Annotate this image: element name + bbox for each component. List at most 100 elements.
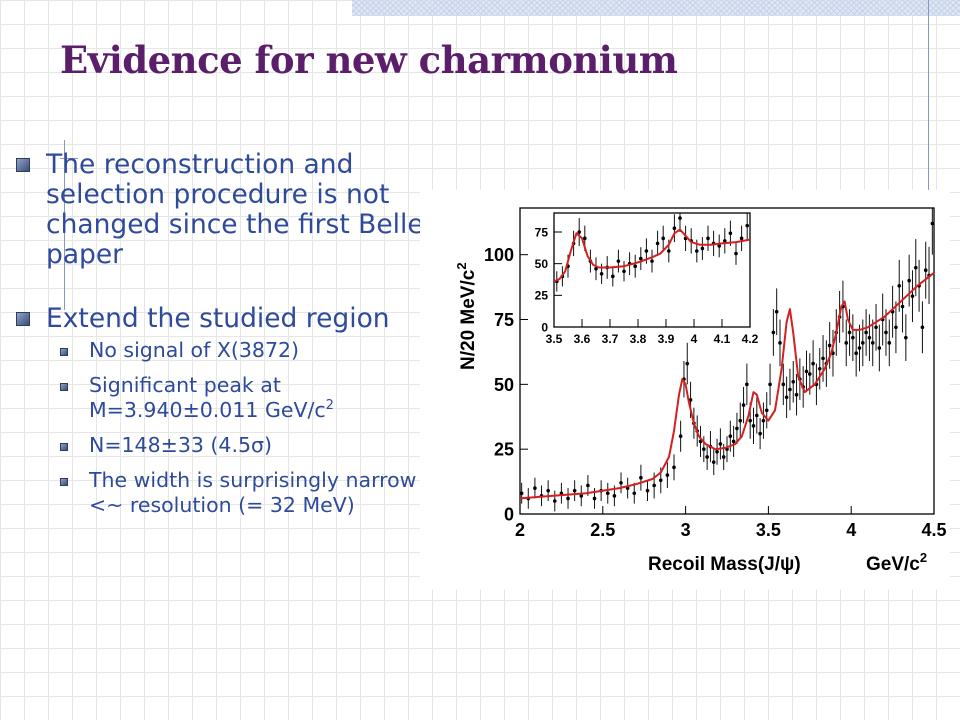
- main-data-point: [913, 265, 918, 270]
- inset-x-tick-label: 3.5: [546, 332, 563, 346]
- main-data-point: [904, 335, 908, 340]
- main-data-point: [900, 304, 905, 309]
- main-y-tick-label: 100: [484, 245, 514, 265]
- sub-bullet-item: No signal of X(3872): [14, 338, 424, 363]
- main-data-point: [778, 341, 782, 345]
- sub-bullet-text: No signal of X(3872): [89, 338, 300, 362]
- plus-minus-symbol: ±: [182, 398, 200, 422]
- main-data-point: [632, 491, 637, 496]
- main-data-point: [877, 346, 882, 350]
- x-axis-unit: GeV/c2: [866, 550, 927, 575]
- inset-x-tick-label: 3.7: [602, 332, 619, 346]
- bullet-square-icon: [16, 312, 30, 326]
- main-data-point: [870, 341, 875, 345]
- deco-line-left: [64, 140, 65, 310]
- main-data-point: [728, 434, 733, 439]
- bullet-text: Extend the studied region: [46, 303, 390, 334]
- main-data-point: [586, 483, 590, 488]
- inset-data-point: [650, 259, 654, 263]
- main-data-point: [764, 408, 769, 413]
- sub-bullet-item: The width is surprisingly narrow <~ reso…: [14, 468, 424, 518]
- sub-bullet-square-icon: [60, 348, 68, 356]
- main-data-point: [761, 418, 766, 423]
- main-data-point: [705, 455, 709, 459]
- inset-x-tick-label: 4: [691, 332, 698, 346]
- main-data-point: [685, 361, 690, 366]
- main-data-point: [741, 403, 746, 407]
- bullet-square-icon: [16, 158, 30, 172]
- inset-data-point: [734, 251, 738, 256]
- inset-data-point: [678, 216, 682, 220]
- main-data-point: [851, 335, 855, 340]
- inset-data-point: [667, 249, 671, 253]
- inset-data-point: [672, 226, 677, 230]
- superscript: 2: [325, 398, 334, 414]
- inset-data-point: [723, 239, 727, 243]
- main-data-point: [579, 494, 584, 498]
- inset-data-point: [639, 256, 643, 261]
- main-data-point: [519, 491, 524, 496]
- main-x-tick-label: 2: [515, 520, 525, 540]
- bullet-item: Extend the studied region: [14, 304, 424, 334]
- main-data-point: [847, 330, 852, 335]
- main-data-point: [735, 426, 739, 431]
- inset-data-point: [700, 246, 705, 251]
- inset-y-tick-label: 25: [535, 289, 549, 303]
- main-data-point: [533, 486, 537, 490]
- inset-fit-curve: [553, 228, 751, 283]
- inset-data-point: [577, 230, 581, 234]
- bullet-text: The reconstruction and selection procedu…: [46, 149, 424, 270]
- main-data-point: [745, 382, 749, 387]
- sub-bullet-text-pre: N=148: [89, 433, 161, 457]
- inset-data-point: [594, 266, 598, 271]
- main-data-point: [619, 481, 623, 485]
- main-data-point: [715, 449, 719, 454]
- inset-data-point: [599, 272, 604, 276]
- main-data-point: [645, 488, 650, 493]
- main-data-point: [844, 341, 849, 345]
- main-data-point: [894, 325, 898, 330]
- inset-data-point: [745, 223, 749, 228]
- sub-bullet-text-post: 0.011 GeV/c: [199, 398, 326, 422]
- sub-bullet-item: N=148±33 (4.5σ): [14, 433, 424, 458]
- inset-data-point: [695, 249, 699, 253]
- main-y-tick-label: 75: [494, 310, 514, 330]
- main-x-tick-label: 3.5: [756, 520, 781, 540]
- inset-plot: 3.5 3.6 3.7 3.8 3.9 4 4.1 4.2 0 25 50 75: [535, 212, 759, 346]
- main-data-point: [665, 473, 670, 477]
- inset-y-tick-label: 50: [535, 257, 549, 271]
- sub-bullet-item: Significant peak at M=3.940±0.011 GeV/c2: [14, 373, 424, 423]
- main-data-point: [857, 346, 862, 350]
- sub-bullet-text: The width is surprisingly narrow <~ reso…: [89, 468, 417, 517]
- inset-x-tick-label: 4.1: [714, 332, 731, 346]
- main-data-point: [718, 442, 723, 446]
- sigma-symbol: σ: [251, 433, 265, 457]
- main-data-point: [678, 434, 683, 439]
- main-data-point: [867, 335, 872, 340]
- main-data-point: [794, 392, 799, 397]
- main-data-point: [639, 475, 643, 480]
- deco-line-right: [928, 0, 929, 192]
- x-axis-label: Recoil Mass(J/ψ): [648, 554, 801, 575]
- plus-minus-symbol: ±: [160, 433, 178, 457]
- main-data-point: [771, 330, 776, 335]
- main-data-point: [566, 496, 570, 501]
- main-data-point: [672, 465, 676, 470]
- main-data-point: [788, 387, 792, 392]
- inset-data-point: [717, 244, 721, 248]
- inset-data-point: [633, 264, 637, 269]
- main-data-point: [920, 325, 925, 330]
- inset-x-tick-label: 3.6: [574, 332, 591, 346]
- sub-bullet-text-pre: Significant peak at M=3.940: [89, 373, 281, 422]
- main-data-point: [688, 398, 693, 402]
- main-data-point: [758, 431, 762, 436]
- main-data-point: [804, 369, 809, 374]
- top-decor-band: [352, 0, 960, 16]
- sub-bullet-text-post: ): [264, 433, 273, 457]
- main-data-point: [860, 341, 865, 345]
- main-data-point: [784, 395, 789, 400]
- bullet-list: The reconstruction and selection procedu…: [14, 150, 424, 518]
- main-data-point: [605, 491, 610, 496]
- inset-y-tick-label: 0: [541, 320, 548, 334]
